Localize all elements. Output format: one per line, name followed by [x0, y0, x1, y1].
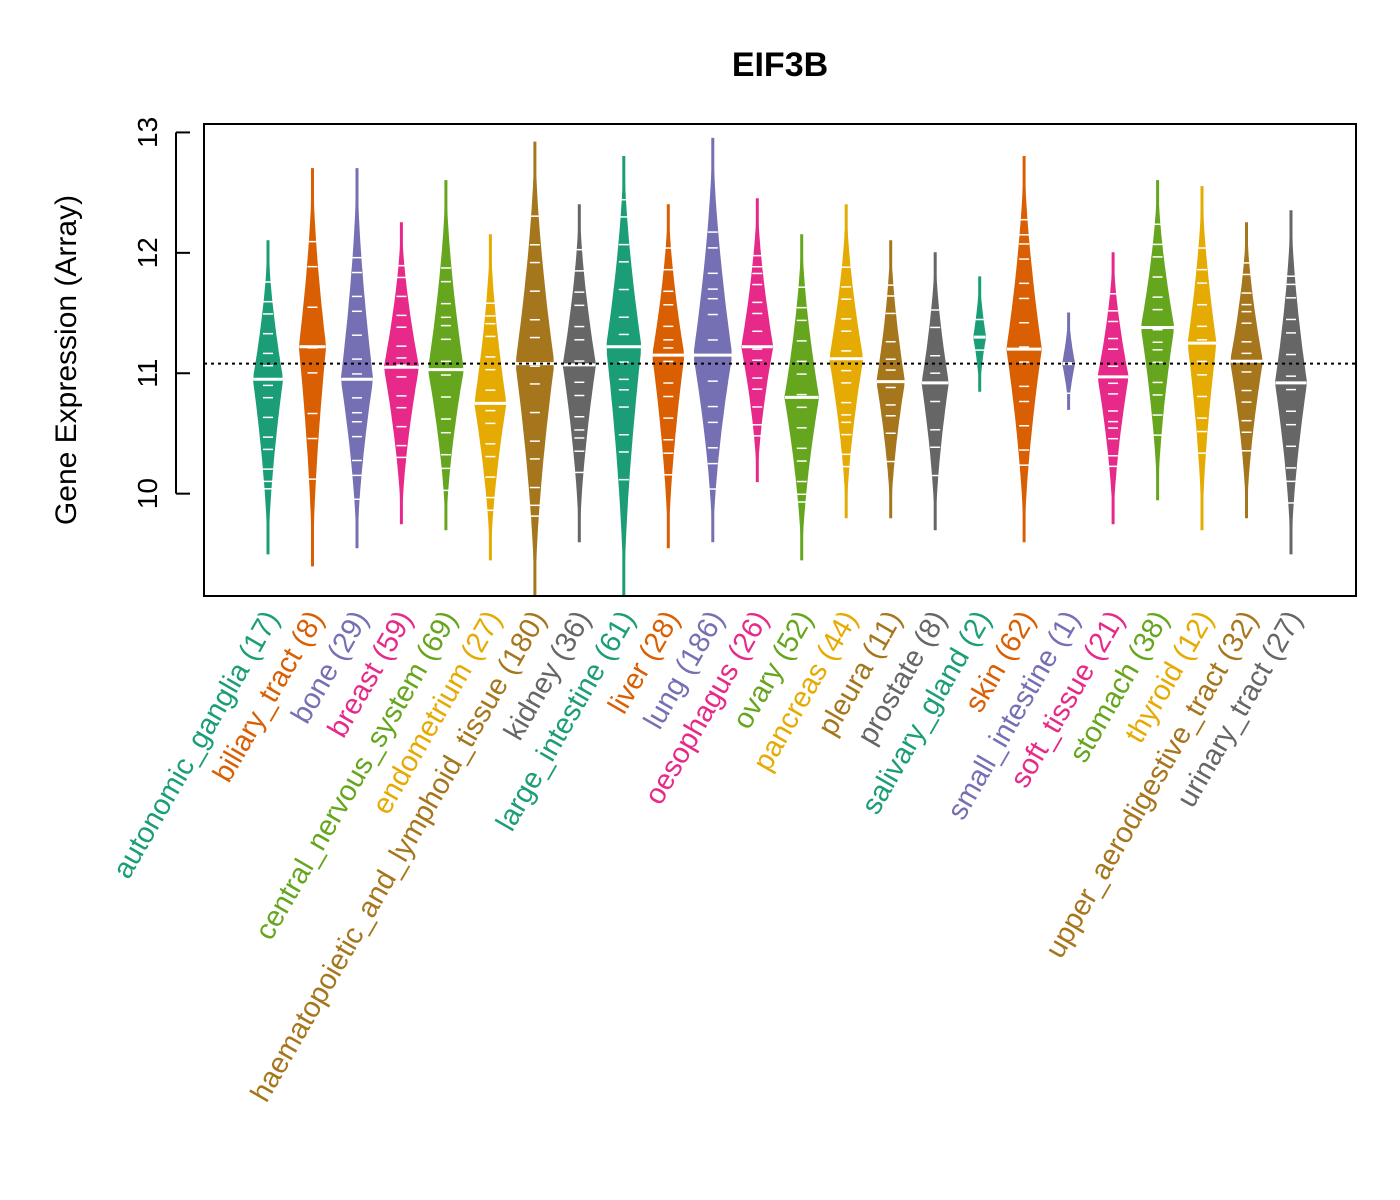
violin-salivary_gland — [973, 276, 987, 392]
violin-lung — [693, 137, 732, 543]
violin-body — [921, 252, 949, 531]
violin-pleura — [876, 240, 905, 519]
x-axis-labels: autonomic_ganglia (17)biliary_tract (8)b… — [107, 606, 1309, 1108]
y-tick-label: 11 — [132, 359, 163, 388]
violin-body — [1062, 312, 1076, 410]
violin-kidney — [562, 204, 597, 543]
violin-body — [474, 234, 507, 561]
violin-endometrium — [474, 234, 507, 561]
violin-autonomic_ganglia — [253, 240, 283, 555]
violin-stomach — [1141, 180, 1174, 501]
y-tick-label: 13 — [132, 117, 163, 148]
violin-body — [1187, 186, 1217, 531]
violin-biliary_tract — [298, 168, 327, 567]
violin-haematopoietic_and_lymphoid_tissue — [515, 141, 554, 597]
y-tick-label: 12 — [132, 237, 163, 268]
y-tick-label: 10 — [132, 478, 163, 509]
violin-body — [741, 198, 774, 483]
violin-body — [1230, 222, 1263, 519]
violin-body — [562, 204, 597, 543]
violin-body — [298, 168, 327, 567]
violin-prostate — [921, 252, 949, 531]
violin-breast — [384, 222, 419, 525]
y-axis-label: Gene Expression (Array) — [50, 195, 83, 525]
violin-thyroid — [1187, 186, 1217, 531]
violin-body — [973, 276, 987, 392]
violin-body — [516, 141, 554, 597]
violin-body — [606, 156, 642, 597]
y-axis: 10 11 12 13 — [132, 117, 190, 509]
violin-body — [876, 240, 905, 519]
violin-urinary_tract — [1274, 210, 1308, 555]
violin-body — [340, 168, 373, 549]
violin-body — [829, 204, 863, 519]
violin-large_intestine — [606, 156, 642, 597]
violin-central_nervous_system — [428, 180, 464, 531]
violin-body — [1097, 252, 1129, 525]
violin-oesophagus — [741, 198, 774, 483]
plot-frame — [203, 123, 1357, 597]
violin-upper_aerodigestive_tract — [1230, 222, 1263, 519]
violin-pancreas — [829, 204, 863, 519]
violin-body — [1141, 180, 1174, 501]
violin-ovary — [784, 234, 820, 561]
violin-bone — [340, 168, 373, 549]
chart-title: EIF3B — [732, 46, 828, 84]
violin-body — [428, 180, 464, 531]
violin-small_intestine — [1062, 312, 1076, 410]
violin-skin — [1006, 156, 1042, 543]
violin-soft_tissue — [1097, 252, 1129, 525]
violin-body — [652, 204, 685, 549]
violins — [253, 137, 1308, 597]
violin-liver — [652, 204, 685, 549]
violin-body — [384, 222, 419, 525]
